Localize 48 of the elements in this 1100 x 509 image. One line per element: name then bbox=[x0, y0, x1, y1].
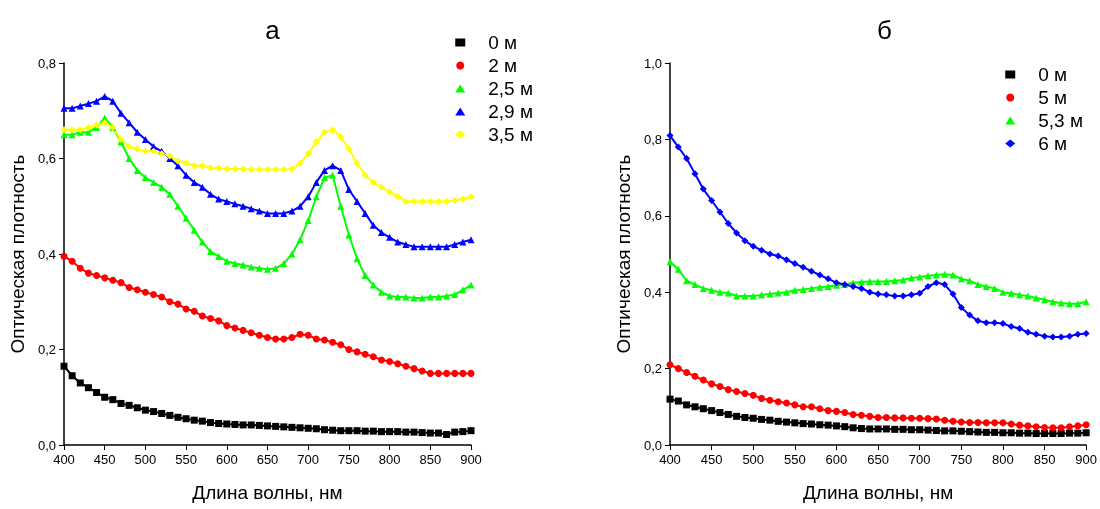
y-tick-label: 0,0 bbox=[643, 437, 662, 453]
x-tick-label: 650 bbox=[256, 452, 279, 467]
x-tick-label: 850 bbox=[419, 452, 442, 467]
x-tick-label: 500 bbox=[742, 452, 765, 467]
x-tick-label: 900 bbox=[460, 452, 482, 467]
x-tick-label: 400 bbox=[53, 452, 75, 467]
legend-label: 2,9 м bbox=[488, 101, 534, 122]
legend-label: 3,5 м bbox=[488, 124, 534, 145]
x-tick-label: 600 bbox=[825, 452, 848, 467]
chart-title: б bbox=[877, 15, 892, 45]
x-axis-title: Длина волны, нм bbox=[802, 482, 954, 503]
x-tick-label: 450 bbox=[93, 452, 116, 467]
y-tick-label: 0,0 bbox=[37, 437, 56, 453]
x-tick-label: 550 bbox=[175, 452, 197, 467]
x-tick-label: 700 bbox=[908, 452, 931, 467]
x-tick-label: 750 bbox=[950, 452, 973, 467]
y-axis-title: Оптическая плотность bbox=[613, 154, 635, 354]
x-tick-label: 850 bbox=[1033, 452, 1056, 467]
legend-label: 5 м bbox=[1038, 87, 1068, 108]
x-tick-label: 750 bbox=[338, 452, 360, 467]
x-tick-label: 650 bbox=[867, 452, 889, 467]
x-tick-label: 450 bbox=[700, 452, 723, 467]
y-axis-title: Оптическая плотность bbox=[7, 154, 29, 354]
y-tick-label: 0,4 bbox=[643, 284, 662, 300]
legend-label: 2 м bbox=[488, 55, 518, 76]
x-tick-label: 500 bbox=[134, 452, 157, 467]
y-tick-label: 0,2 bbox=[643, 361, 662, 377]
y-tick-label: 0,2 bbox=[37, 342, 56, 357]
x-tick-label: 800 bbox=[378, 452, 401, 467]
x-tick-label: 550 bbox=[783, 452, 806, 467]
legend-label: 5,3 м bbox=[1038, 110, 1084, 131]
legend-label: 6 м bbox=[1038, 133, 1068, 154]
x-tick-label: 600 bbox=[215, 452, 238, 467]
y-tick-label: 1,0 bbox=[643, 55, 662, 71]
chart-title: а bbox=[265, 15, 281, 45]
legend-label: 2,5 м bbox=[488, 78, 534, 99]
legend-label: 0 м bbox=[1038, 64, 1068, 85]
legend-label: 0 м bbox=[488, 32, 518, 53]
y-tick-label: 0,6 bbox=[643, 208, 662, 224]
y-tick-label: 0,8 bbox=[37, 55, 56, 71]
x-tick-label: 400 bbox=[659, 452, 681, 467]
y-tick-label: 0,6 bbox=[37, 151, 56, 166]
x-tick-label: 800 bbox=[992, 452, 1014, 467]
y-tick-label: 0,4 bbox=[37, 246, 56, 262]
x-tick-label: 700 bbox=[297, 452, 320, 467]
y-tick-label: 0,8 bbox=[643, 131, 662, 147]
x-axis-title: Длина волны, нм bbox=[192, 482, 343, 503]
x-tick-label: 900 bbox=[1075, 452, 1098, 467]
